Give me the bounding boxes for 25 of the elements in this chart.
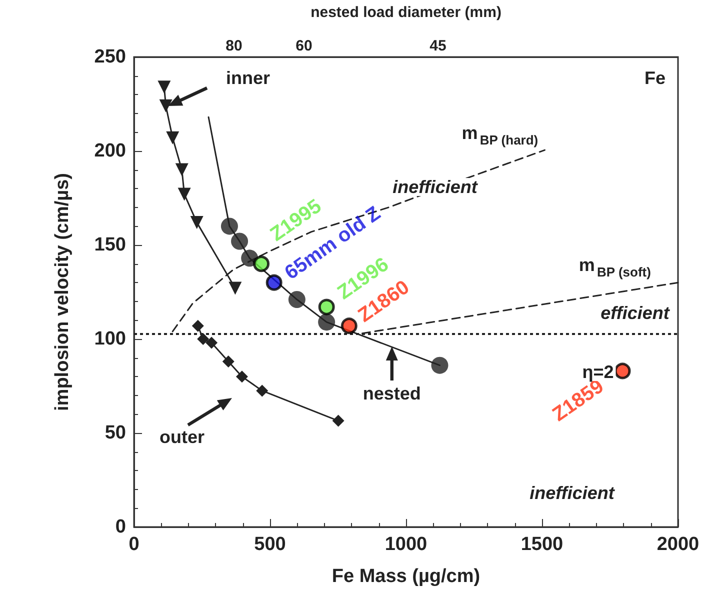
y-tick-label: 100 bbox=[94, 328, 126, 350]
x-tick-label: 500 bbox=[254, 534, 286, 555]
text: 45 bbox=[430, 38, 446, 54]
annotation: nested bbox=[362, 384, 421, 404]
annotation: Fe bbox=[644, 68, 666, 88]
annotation: outer bbox=[160, 427, 204, 447]
annotation: η=2 bbox=[582, 362, 614, 382]
y-tick-label: 150 bbox=[94, 234, 126, 256]
x-tick-label: 1000 bbox=[384, 534, 428, 555]
y-tick-label: 200 bbox=[94, 140, 126, 162]
y-axis-title: implosion velocity (cm/µs) bbox=[52, 173, 73, 411]
annotation: inefficient bbox=[392, 177, 478, 197]
x-tick-label: 2000 bbox=[656, 534, 700, 555]
y-tick-label: 0 bbox=[115, 516, 126, 538]
x-tick-label: 0 bbox=[128, 534, 140, 555]
y-tick-label: 250 bbox=[94, 46, 126, 68]
x-axis-title: Fe Mass (µg/cm) bbox=[332, 566, 480, 587]
text: 60 bbox=[296, 38, 312, 54]
annotation: inefficient bbox=[530, 483, 616, 503]
y-tick-label: 50 bbox=[104, 422, 126, 444]
annotation: efficient bbox=[600, 303, 670, 323]
text: 80 bbox=[226, 38, 242, 54]
x2-axis-title: nested load diameter (mm) bbox=[310, 4, 502, 21]
x-tick-label: 1500 bbox=[520, 534, 564, 555]
annotation: inner bbox=[226, 68, 270, 88]
